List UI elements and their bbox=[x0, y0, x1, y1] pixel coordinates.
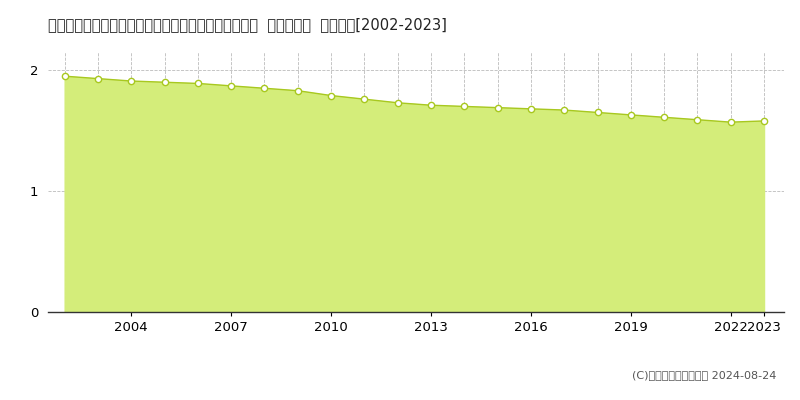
Text: 福島県南会津郡只見町大字黒谷字六百苅１２２４番１  基準地価格  地価推移[2002-2023]: 福島県南会津郡只見町大字黒谷字六百苅１２２４番１ 基準地価格 地価推移[2002… bbox=[48, 17, 447, 32]
Text: (C)土地価格ドットコム 2024-08-24: (C)土地価格ドットコム 2024-08-24 bbox=[632, 370, 776, 380]
